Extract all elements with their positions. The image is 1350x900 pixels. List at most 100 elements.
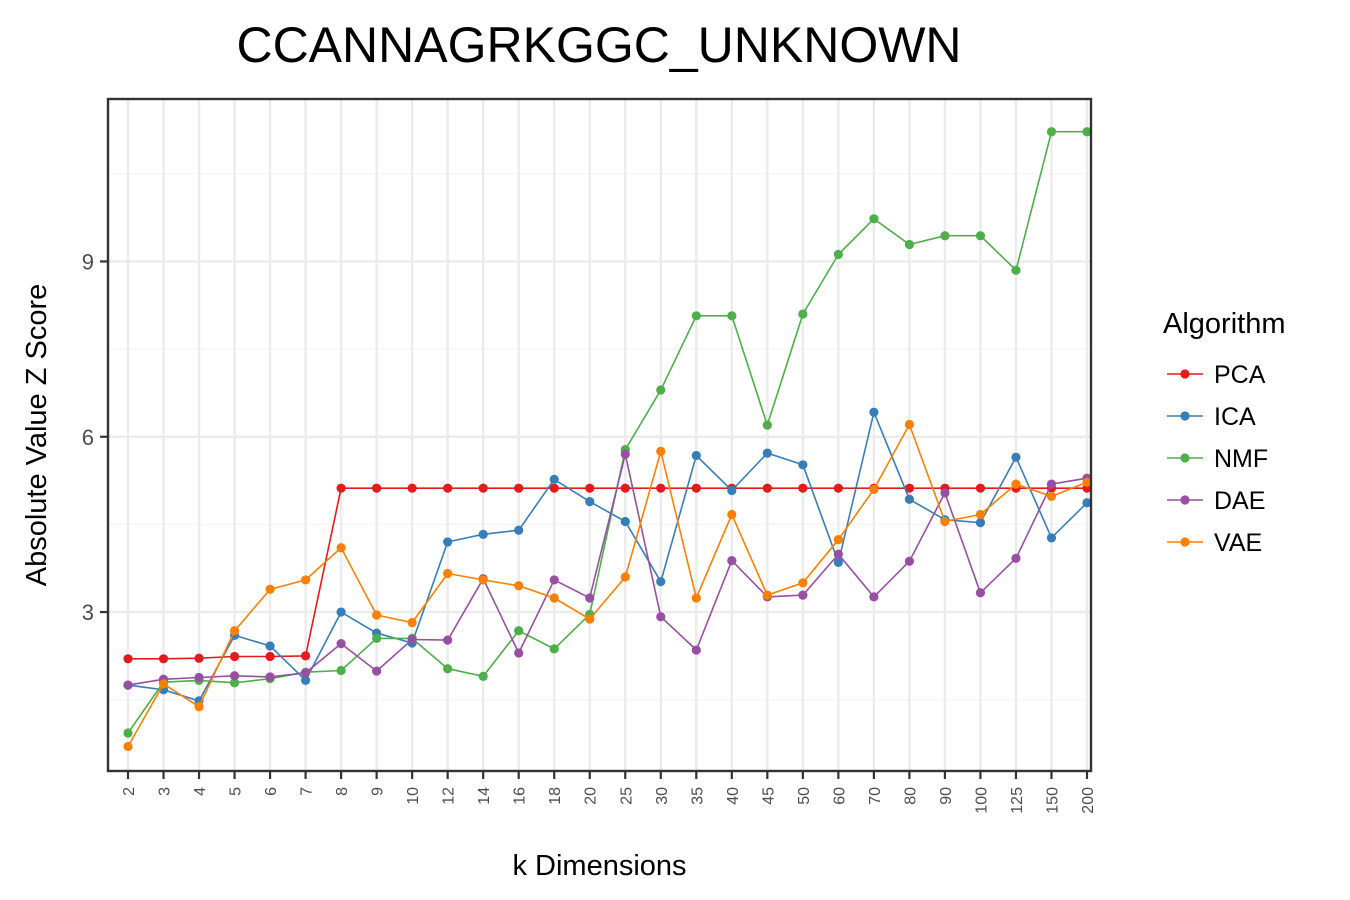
data-point-pca (904, 483, 915, 493)
data-point-dae (123, 680, 133, 690)
data-point-ica (585, 497, 595, 507)
data-point-dae (229, 671, 240, 681)
data-point-dae (443, 635, 453, 645)
data-point-pca (407, 483, 417, 493)
x-tick-label: 80 (902, 787, 919, 805)
data-point-nmf (975, 231, 986, 241)
data-point-nmf (123, 728, 133, 738)
legend-item-pca: PCA (1167, 361, 1266, 389)
data-point-nmf (727, 311, 737, 321)
data-point-dae (1011, 553, 1021, 563)
data-point-vae (229, 626, 240, 636)
data-point-dae (656, 612, 666, 622)
data-point-nmf (691, 311, 701, 321)
data-point-vae (869, 484, 879, 494)
legend-key-point (1180, 411, 1190, 421)
data-point-ica (1011, 452, 1021, 462)
x-tick-label: 70 (867, 787, 884, 805)
data-point-vae (372, 610, 382, 620)
y-tick-label: 9 (82, 249, 94, 274)
x-tick-label: 14 (476, 787, 493, 805)
x-tick-label: 30 (654, 787, 671, 805)
data-point-pca (478, 483, 488, 493)
series-line-ica (127, 409, 1088, 702)
data-point-vae (549, 593, 559, 603)
x-tick-label: 10 (405, 787, 422, 805)
data-point-dae (869, 592, 879, 602)
x-tick-label: 60 (831, 787, 848, 805)
data-point-nmf (940, 231, 950, 241)
x-tick-label: 50 (796, 787, 813, 805)
data-point-vae (1082, 477, 1092, 487)
data-point-ica (300, 675, 311, 686)
data-point-ica (478, 529, 488, 539)
data-point-ica (1046, 533, 1057, 543)
data-point-dae (904, 556, 915, 566)
data-point-ica (1082, 498, 1092, 508)
data-point-nmf (1082, 127, 1092, 137)
data-point-pca (300, 651, 311, 661)
data-point-dae (300, 668, 311, 678)
x-tick-label: 100 (973, 787, 990, 814)
legend-key-point (1180, 369, 1190, 379)
data-point-vae (940, 516, 950, 527)
data-point-nmf (1011, 265, 1021, 275)
x-tick-label: 150 (1044, 787, 1061, 814)
data-point-pca (798, 483, 808, 493)
x-tick-label: 4 (192, 787, 209, 796)
x-tick-label: 25 (618, 787, 635, 805)
data-point-pca (265, 651, 275, 662)
data-point-pca (514, 483, 524, 493)
data-point-dae (833, 549, 843, 559)
x-tick-label: 40 (725, 787, 742, 805)
data-point-pca (656, 483, 666, 493)
data-point-vae (798, 578, 808, 588)
data-point-vae (691, 593, 701, 603)
data-point-vae (443, 568, 453, 579)
data-point-nmf (478, 671, 488, 681)
data-point-dae (620, 449, 630, 459)
data-point-dae (975, 588, 986, 598)
data-point-vae (620, 572, 630, 582)
series-pca (123, 483, 1092, 664)
data-point-pca (229, 651, 240, 662)
data-point-dae (514, 648, 524, 658)
data-point-vae (762, 590, 772, 600)
data-point-dae (940, 488, 950, 498)
x-tick-label: 90 (938, 787, 955, 805)
data-point-pca (123, 654, 133, 664)
data-point-nmf (549, 644, 559, 654)
data-point-nmf (904, 239, 915, 250)
legend-item-nmf: NMF (1167, 445, 1268, 473)
data-point-vae (194, 702, 204, 712)
legend-key-point (1180, 453, 1190, 463)
data-point-vae (727, 509, 737, 520)
series-line-pca (128, 487, 1087, 660)
data-point-ica (691, 450, 701, 461)
series-vae (123, 419, 1092, 752)
x-tick-label: 9 (370, 787, 387, 796)
data-point-pca (158, 654, 169, 664)
data-point-pca (443, 483, 453, 493)
data-point-ica (443, 537, 453, 547)
data-point-vae (833, 534, 843, 545)
data-point-vae (904, 419, 915, 430)
x-tick-label: 7 (299, 787, 316, 796)
data-point-pca (194, 653, 204, 663)
x-tick-label: 20 (583, 787, 600, 805)
chart-title: CCANNAGRKGGC_UNKNOWN (236, 17, 961, 73)
data-point-nmf (443, 664, 453, 674)
data-point-vae (265, 584, 275, 594)
data-point-vae (123, 741, 133, 752)
x-tick-label: 35 (689, 787, 706, 805)
gridlines (108, 99, 1091, 771)
data-point-ica (549, 474, 559, 485)
data-point-vae (1011, 479, 1021, 489)
data-point-ica (265, 641, 275, 651)
data-point-pca (691, 483, 701, 493)
series-line-vae (127, 422, 1088, 747)
data-point-vae (300, 575, 311, 585)
legend-label-ica: ICA (1214, 403, 1256, 431)
data-point-dae (549, 575, 559, 585)
